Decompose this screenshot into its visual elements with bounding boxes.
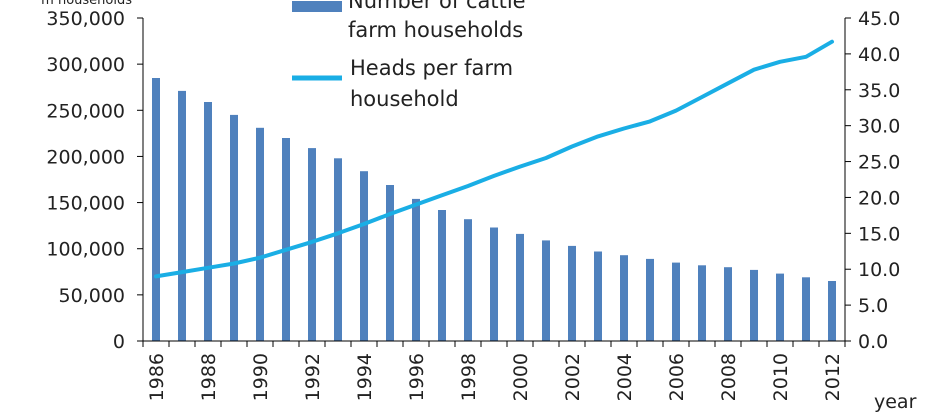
- x-tick-label: 1992: [302, 353, 324, 401]
- bar-2000: [516, 233, 524, 341]
- bar-1989: [230, 114, 238, 342]
- x-tick-label: 2008: [718, 353, 740, 401]
- bar-2003: [594, 251, 602, 341]
- y-axis-left-label: m households: [41, 0, 132, 8]
- right-tick-label: 25.0: [858, 152, 900, 174]
- left-y-ticks: 0 50,000 100,000 150,000 200,000 250,000 300,0…: [46, 8, 143, 353]
- right-tick-label: 5.0: [858, 295, 888, 317]
- bar-2001: [542, 240, 550, 341]
- right-tick-label: 20.0: [858, 187, 900, 209]
- left-tick-label: 150,000: [46, 193, 125, 215]
- x-tick-label: 2012: [822, 353, 844, 401]
- x-tick-label: 2004: [614, 353, 636, 401]
- bar-2006: [672, 262, 680, 341]
- x-tick-label: 2000: [510, 353, 532, 401]
- bar-1987: [178, 90, 186, 342]
- bar-1988: [204, 102, 212, 341]
- x-tick-label: 1986: [146, 353, 168, 401]
- left-tick-label: 100,000: [46, 239, 125, 261]
- x-tick-label: 2006: [666, 353, 688, 401]
- bar-1992: [308, 148, 316, 341]
- bar-1991: [282, 138, 290, 341]
- line-series-heads-per-household: [154, 39, 834, 279]
- left-tick-label: 50,000: [59, 285, 125, 307]
- bar-1997: [438, 210, 446, 341]
- bar-1995: [386, 185, 394, 341]
- x-tick-label: 2010: [770, 353, 792, 401]
- bars-layer: [152, 78, 836, 342]
- bar-1994: [360, 171, 368, 341]
- bar-1996: [412, 198, 420, 341]
- right-tick-label: 45.0: [858, 8, 900, 30]
- right-tick-label: 10.0: [858, 259, 900, 281]
- x-tick-label: 2002: [562, 353, 584, 401]
- bar-2011: [802, 277, 810, 341]
- line-layer: [154, 39, 834, 279]
- right-tick-label: 40.0: [858, 44, 900, 66]
- bar-1999: [490, 227, 498, 341]
- right-tick-label: 35.0: [858, 80, 900, 102]
- x-tick-label: 1988: [198, 353, 220, 401]
- bar-2009: [750, 269, 758, 341]
- bar-2002: [568, 245, 576, 341]
- legend: Number of cattle farm households Heads p…: [292, 0, 526, 111]
- legend-label-line-line2: household: [350, 87, 459, 111]
- left-tick-label: 0: [113, 331, 125, 353]
- right-tick-label: 0.0: [858, 331, 888, 353]
- right-y-ticks: 0.0 5.0 10.0 15.0 20.0 25.0 30.0 35.0 40.0 45.0: [845, 8, 900, 353]
- legend-label-bars-line1: Number of cattle: [348, 0, 526, 13]
- left-tick-label: 350,000: [46, 8, 125, 30]
- x-tick-label: 1996: [406, 353, 428, 401]
- right-tick-label: 30.0: [858, 116, 900, 138]
- bar-1998: [464, 219, 472, 341]
- x-tick-label: 1994: [354, 353, 376, 401]
- x-tick-label: 1998: [458, 353, 480, 401]
- bar-2004: [620, 255, 628, 341]
- bar-1986: [152, 78, 160, 341]
- bar-2010: [776, 273, 784, 341]
- bar-2007: [698, 265, 706, 341]
- left-tick-label: 300,000: [46, 54, 125, 76]
- x-tick-label: 1990: [250, 353, 272, 401]
- bar-1990: [256, 127, 264, 341]
- bar-2008: [724, 267, 732, 341]
- bar-2005: [646, 258, 654, 341]
- right-tick-label: 15.0: [858, 223, 900, 245]
- legend-label-bars-line2: farm households: [348, 18, 523, 42]
- left-tick-label: 200,000: [46, 146, 125, 168]
- x-axis-label: year: [874, 391, 917, 413]
- bar-1993: [334, 158, 342, 341]
- left-tick-label: 250,000: [46, 100, 125, 122]
- legend-label-line-line1: Heads per farm: [350, 56, 513, 80]
- legend-swatch-bars: [292, 1, 342, 12]
- bar-2012: [828, 281, 836, 341]
- axes-layer: [142, 18, 846, 342]
- x-ticks: 1986 1988 1990 1992 1994 1996 1998 2000 2002 2004…: [142, 341, 846, 401]
